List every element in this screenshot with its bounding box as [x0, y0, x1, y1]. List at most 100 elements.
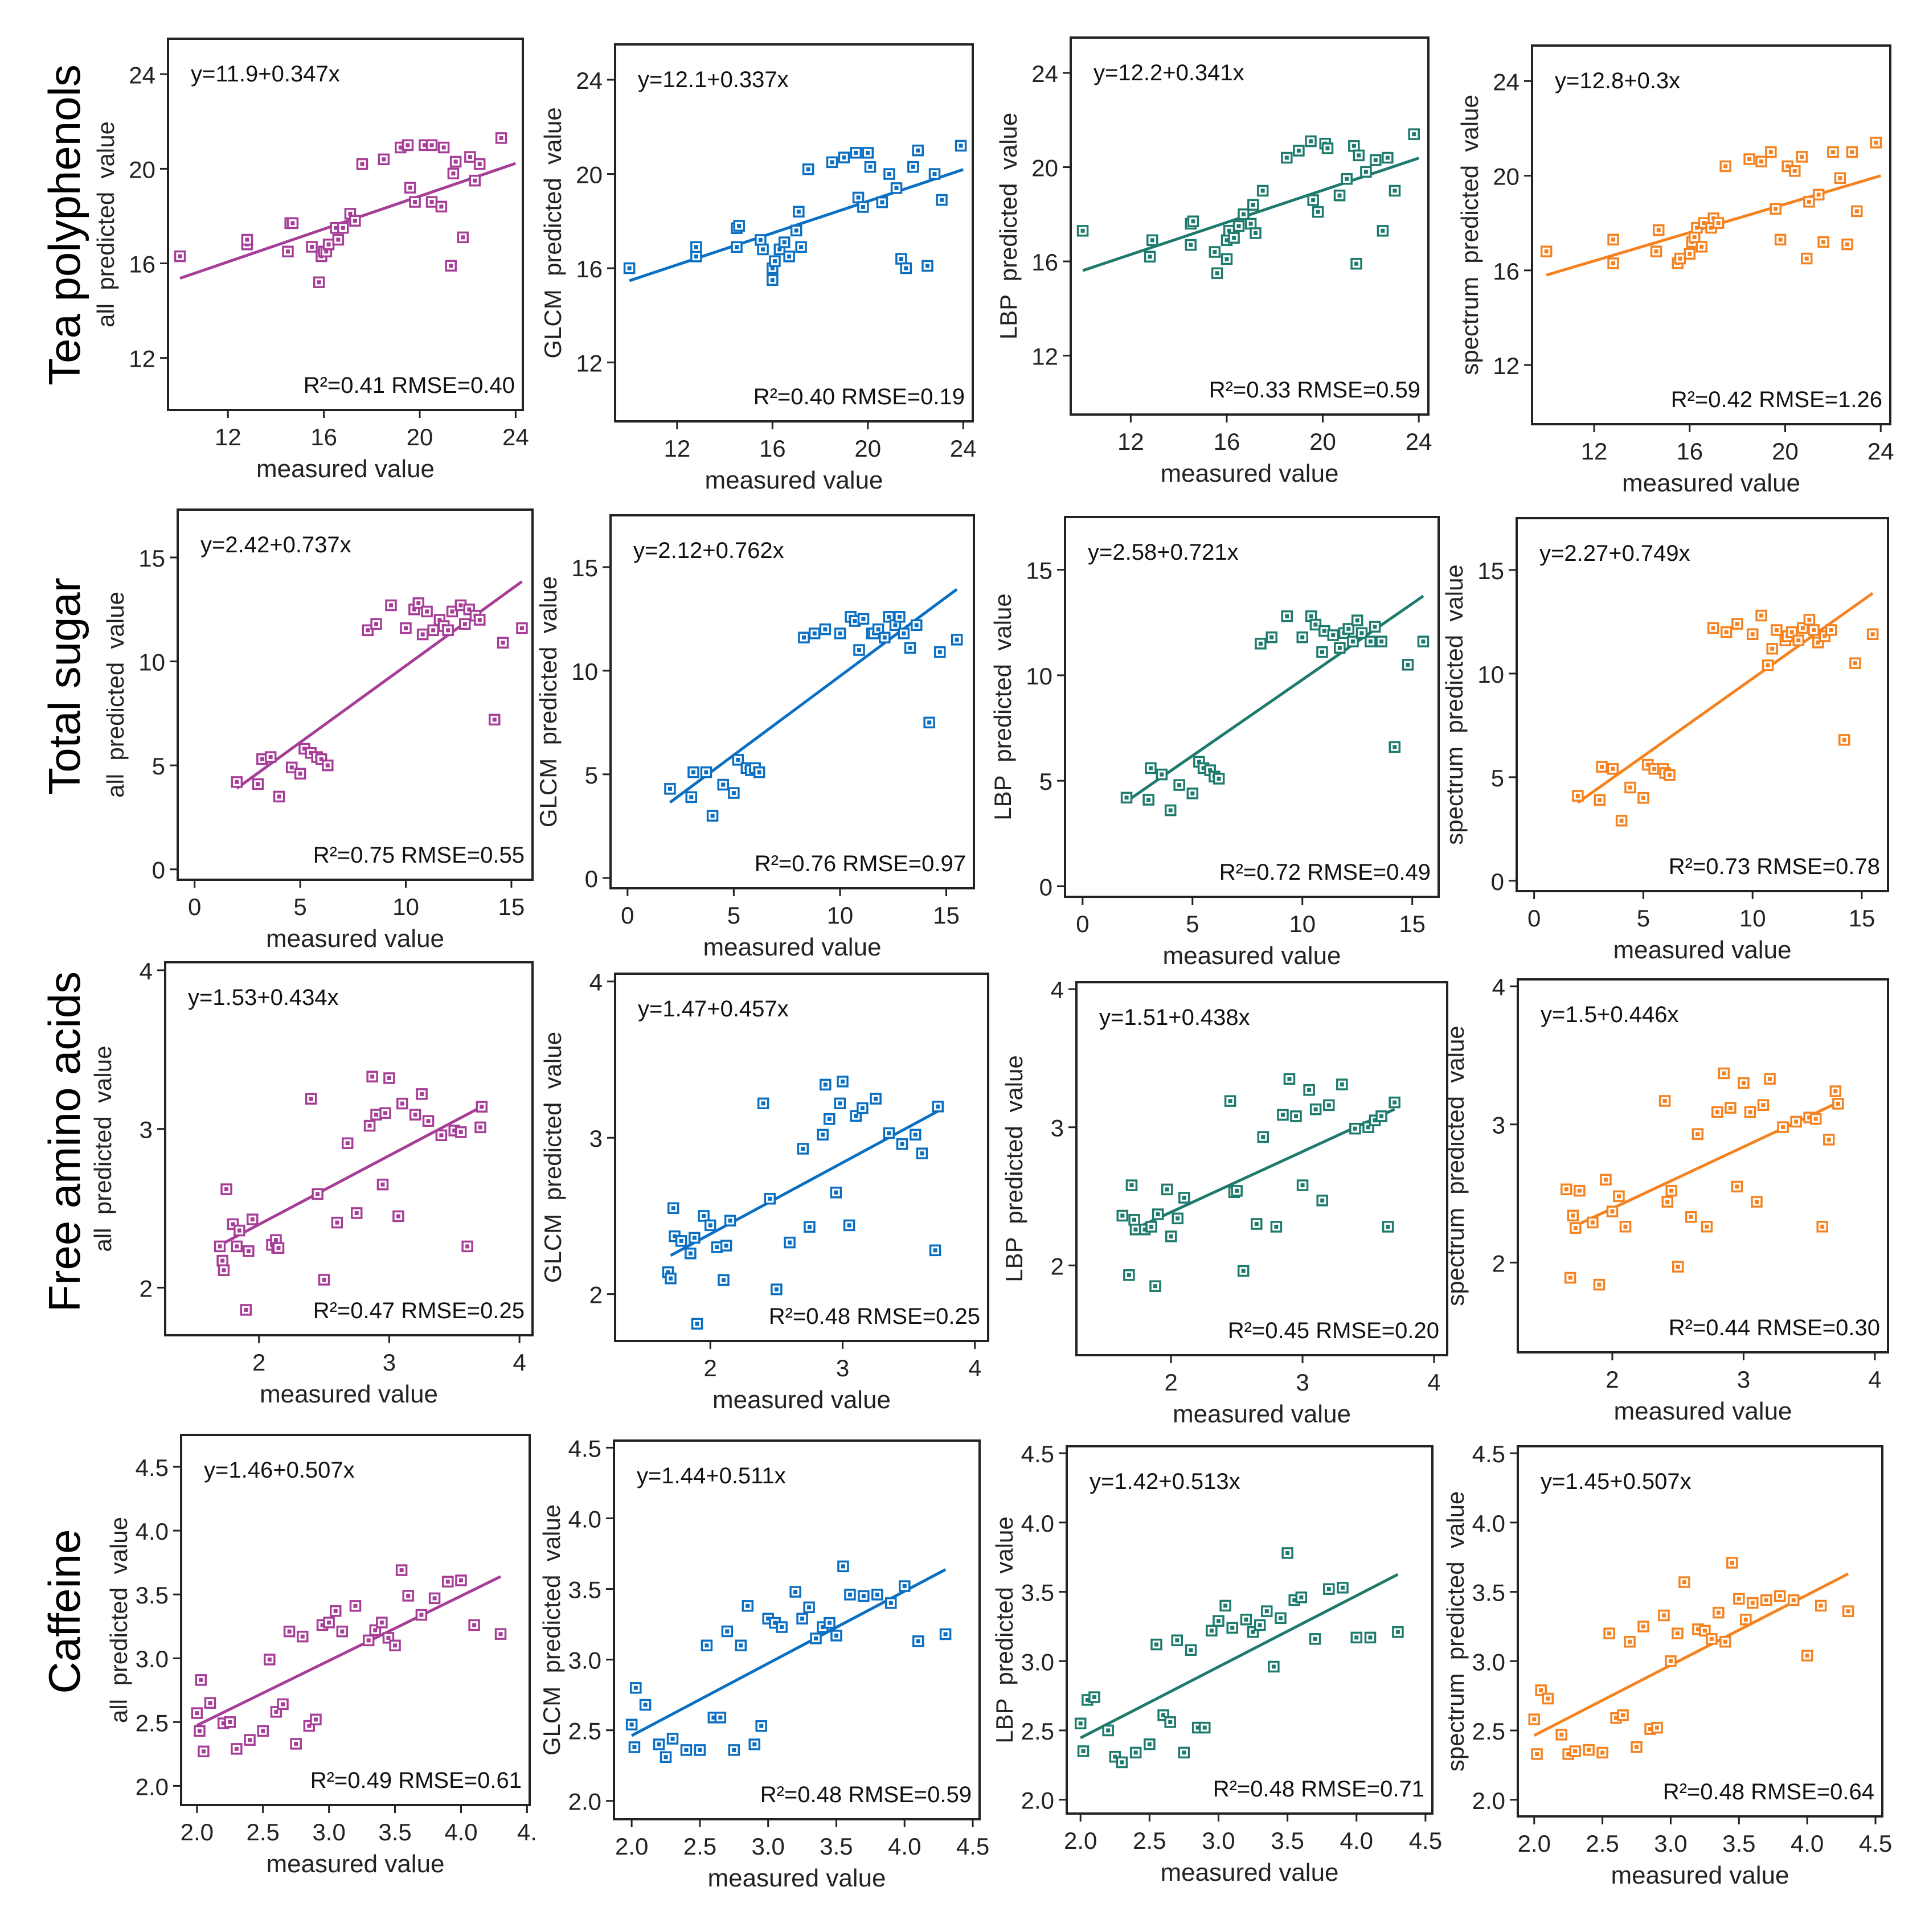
data-point [1165, 1230, 1177, 1242]
data-point [366, 1070, 378, 1082]
data-point [955, 140, 967, 152]
data-point [911, 619, 923, 631]
data-point [666, 1733, 679, 1745]
x-axis-label: measured value [266, 925, 444, 953]
scatter-panel-caffeine-glcm: 2.0 2.5 3.0 3.5 4.0 4.5 2.0 2.5 3.0 3.5 4.0 4.5 meas… [538, 1435, 989, 1892]
data-point [1832, 1098, 1844, 1110]
y-axis-label: spectrum predicted value [1442, 1491, 1469, 1772]
data-point [718, 1274, 730, 1286]
data-point [1244, 218, 1257, 230]
data-point [898, 627, 910, 639]
data-point [383, 1072, 395, 1084]
data-point [1747, 1597, 1759, 1609]
data-point [1692, 1128, 1704, 1140]
data-point [1570, 1222, 1582, 1234]
x-axis-label: measured value [1613, 1397, 1792, 1425]
data-point [1187, 215, 1199, 227]
fit-statistics: R²=0.44 RMSE=0.30 [1669, 1315, 1880, 1340]
data-point [194, 1725, 206, 1737]
data-point [1593, 1278, 1606, 1291]
data-point [1389, 184, 1401, 197]
x-tick-label: 3.0 [1654, 1830, 1687, 1857]
data-point [883, 1127, 895, 1139]
data-point [516, 622, 528, 634]
x-axis-label: measured value [1173, 1400, 1351, 1428]
data-point [257, 1725, 269, 1737]
fit-statistics: R²=0.48 RMSE=0.59 [760, 1782, 972, 1807]
data-point [416, 628, 429, 641]
y-tick-label: 3.5 [136, 1582, 169, 1609]
data-point [767, 274, 779, 286]
data-point [1074, 1717, 1087, 1730]
data-point [362, 624, 374, 637]
data-point [329, 1605, 342, 1617]
data-point [1353, 149, 1365, 162]
data-point [1770, 203, 1781, 215]
data-point [876, 196, 888, 208]
data-point [1738, 1077, 1750, 1089]
x-tick-label: 4.0 [1791, 1830, 1824, 1857]
x-tick-label: 3.5 [1271, 1827, 1304, 1854]
data-point [1129, 1746, 1142, 1759]
data-point [1316, 1195, 1328, 1207]
data-point [779, 236, 791, 248]
data-point [1596, 761, 1608, 773]
data-point [385, 599, 397, 612]
data-point [900, 262, 912, 274]
data-point [1803, 614, 1816, 626]
x-tick-label: 5 [1186, 910, 1199, 937]
y-axis-label: LBP predicted value [989, 593, 1016, 821]
data-point [396, 1097, 408, 1110]
x-tick-label: 4. [517, 1819, 537, 1845]
data-point [234, 1224, 245, 1237]
y-tick-label: 2.0 [568, 1789, 601, 1815]
data-point [1841, 238, 1853, 251]
data-point [1178, 1746, 1190, 1759]
data-point [1678, 1576, 1690, 1588]
data-point [1834, 172, 1846, 184]
scatter-panel-tea-polyphenols-all: 12 16 20 24 12 16 20 24 measured value all predic… [92, 38, 529, 483]
data-point [1333, 189, 1346, 202]
data-point [362, 1634, 375, 1647]
x-axis-label: measured value [1162, 942, 1341, 970]
y-tick-label: 4.5 [1472, 1441, 1505, 1467]
data-point [1323, 1583, 1335, 1595]
data-point [1661, 1196, 1674, 1208]
data-point [951, 634, 963, 646]
data-point [174, 250, 186, 262]
regression-equation: y=2.12+0.762x [633, 538, 784, 563]
data-point [1600, 1174, 1612, 1186]
data-point [1542, 1692, 1554, 1705]
data-point [731, 241, 743, 253]
regression-equation: y=2.27+0.749x [1539, 541, 1690, 566]
data-point [435, 1129, 448, 1142]
data-point [336, 1625, 349, 1638]
data-point [1231, 1185, 1243, 1197]
data-point [834, 627, 846, 639]
y-tick-label: 5 [1491, 765, 1504, 791]
row-label-total-sugar: Total sugar [39, 577, 89, 795]
fit-statistics: R²=0.41 RMSE=0.40 [304, 373, 515, 398]
data-point [1307, 194, 1319, 206]
data-point [1402, 659, 1414, 671]
scatter-panel-free-amino-acids-all: 2 3 4 2 3 4 measured value all predicted value y… [89, 958, 534, 1408]
data-point [412, 597, 424, 609]
y-tick-label: 4 [589, 969, 603, 996]
data-point [1265, 631, 1277, 643]
y-tick-label: 2.5 [1021, 1718, 1054, 1745]
data-point [694, 1744, 706, 1756]
data-point [844, 1589, 856, 1601]
x-tick-label: 24 [1867, 438, 1894, 465]
data-point [497, 637, 509, 649]
data-point [862, 147, 874, 159]
data-point [264, 1654, 276, 1666]
data-point [790, 224, 802, 237]
data-point [1796, 151, 1808, 163]
x-tick-label: 24 [1406, 428, 1432, 455]
data-point [476, 1101, 488, 1113]
data-point [1270, 1221, 1283, 1233]
x-tick-label: 16 [759, 435, 786, 462]
data-point [916, 1147, 928, 1159]
data-point [1827, 146, 1839, 158]
x-tick-label: 2.0 [181, 1819, 214, 1845]
